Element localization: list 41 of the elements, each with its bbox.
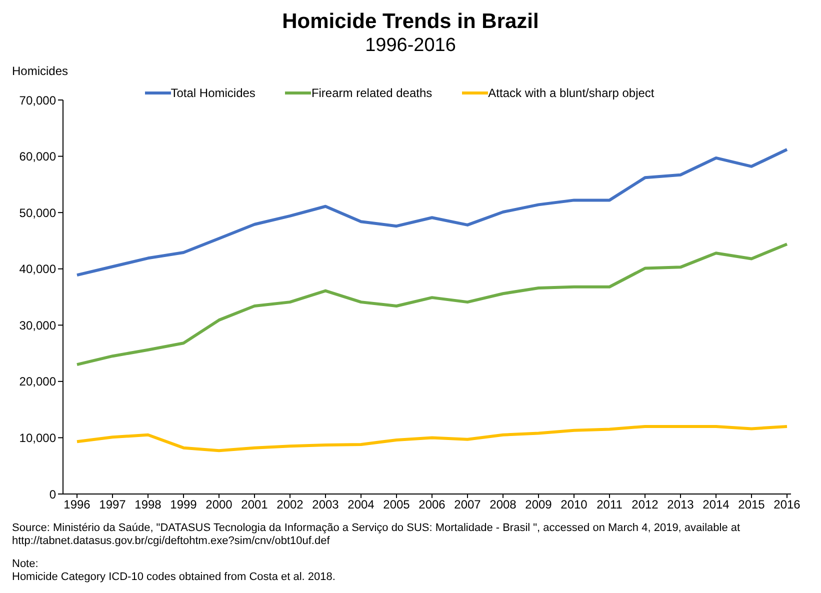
text: Homicide Category ICD-10 codes obtained from Costa et al. 2018. (12, 571, 336, 584)
chart-subtitle: 1996-2016 (364, 34, 457, 58)
y-tick-label: 60,000 (19, 150, 56, 164)
x-tick-label: 2008 (490, 498, 517, 512)
y-tick-label: 70,000 (19, 93, 56, 108)
y-tick-label: 50,000 (19, 206, 56, 220)
chart-title: Homicide Trends in Brazil (281, 9, 540, 34)
x-tick-label: 2016 (774, 498, 801, 512)
line-series (76, 148, 788, 277)
x-tick-label: 2009 (525, 498, 552, 512)
legend-label: Firearm related deaths (311, 86, 432, 100)
y-tick-label: 0 (49, 487, 56, 502)
line-series (76, 242, 788, 366)
legend-label: Attack with a blunt/sharp object (488, 86, 654, 100)
x-tick-label: 2010 (560, 498, 588, 512)
y-axis-title: Homicides (12, 64, 70, 78)
y-tick-label: 20,000 (19, 374, 56, 389)
x-tick-label: 1998 (134, 498, 162, 512)
y-tick-label: 10,000 (19, 430, 56, 445)
y-tick-label: 40,000 (19, 262, 56, 276)
x-tick-label: 1999 (170, 498, 198, 512)
x-tick-label: 1996 (64, 498, 91, 512)
text: Note: (12, 558, 40, 571)
x-tick-label: 2005 (383, 498, 410, 512)
x-tick-label: 2014 (702, 498, 730, 512)
y-tick-label: 30,000 (19, 318, 56, 332)
line-series (76, 424, 788, 452)
x-tick-label: 2006 (418, 498, 446, 512)
source-note: Source: Ministério da Saúde, "DATASUS Tecnologia da Informação a Serviço do SUS: Mortalidade - Brasil ", accessed on March 4, 2019, available at http://tabnet.datasus.gov.br/cgi/deftohtm.exe?sim/cnv/obt10uf.def (12, 522, 742, 548)
x-tick-label: 2011 (596, 498, 623, 512)
x-tick-label: 2004 (348, 498, 375, 512)
x-tick-label: 2002 (276, 498, 304, 512)
legend-label: Total Homicides (170, 86, 256, 100)
x-tick-label: 2003 (312, 498, 340, 512)
x-tick-label: 2012 (632, 498, 659, 512)
x-tick-label: 2007 (454, 498, 482, 512)
x-tick-label: 2000 (206, 498, 233, 512)
x-tick-label: 2015 (738, 498, 766, 512)
x-tick-label: 1997 (99, 498, 126, 512)
x-tick-label: 2013 (667, 498, 694, 512)
x-tick-label: 2001 (241, 498, 268, 512)
